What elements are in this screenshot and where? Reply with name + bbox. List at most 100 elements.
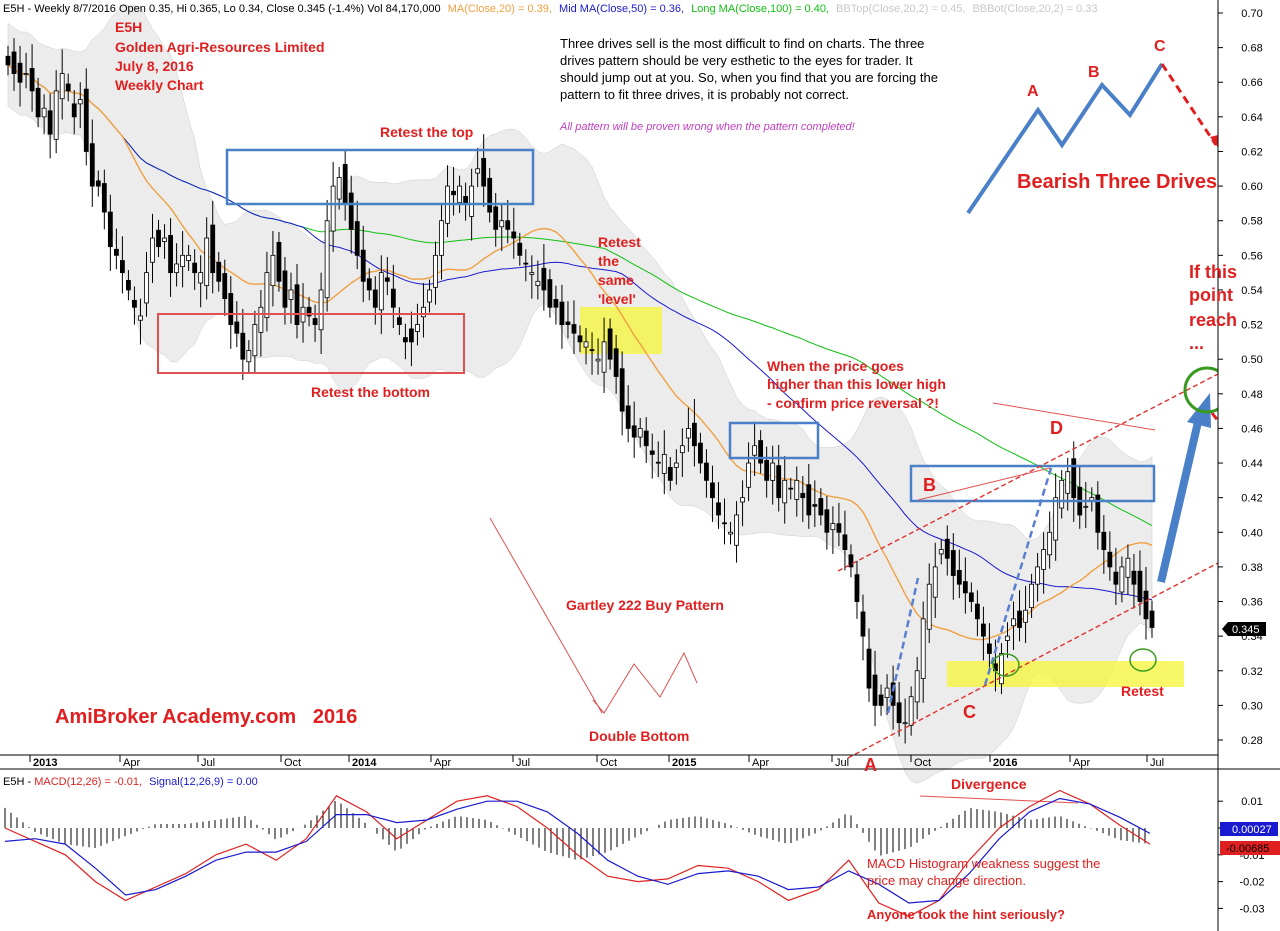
candle-body [1131,570,1137,585]
retest-label: Retest [1121,683,1164,699]
candle-body [987,643,992,654]
candle-body [23,73,29,75]
candle-body [324,220,330,299]
price-tick-label: 0.60 [1241,181,1262,193]
price-tick-label: 0.64 [1241,112,1262,124]
candle-body [421,306,426,318]
point-d-label: D [1050,418,1063,438]
candle-body [457,185,462,203]
candle-body [553,299,559,308]
price-tick-label: 0.42 [1241,493,1262,505]
candle-body [53,90,59,140]
candle-body [1095,494,1101,533]
signal-last-label: 0.00027 [1232,824,1272,836]
candle-body [583,341,589,348]
candle-body [65,83,71,92]
candle-body [59,73,65,100]
date-tick-label: Jul [1150,757,1164,769]
candle-body [41,107,47,118]
channel-upper-line [837,373,1219,572]
price-tick-label: 0.46 [1241,423,1262,435]
candle-body [156,229,161,248]
price-tick-label: 0.54 [1241,285,1262,297]
candle-body [685,428,691,439]
candle-body [47,110,53,135]
candle-body [764,460,770,481]
retest-same-4: 'level' [598,291,636,307]
candle-body [306,306,312,317]
lower-high-box-2 [909,464,1156,503]
candle-body [932,566,938,598]
candle-body [770,462,776,481]
candle-body [276,241,282,282]
candle-body [824,509,830,533]
candle-body [800,492,806,499]
header-ma50: Mid MA(Close,50) = 0.36, [559,3,684,15]
header-bbtop: BBTop(Close,20,2) = 0.45, [836,3,965,15]
candle-body [463,196,469,204]
candle-body [722,522,727,525]
candle-body [643,430,649,447]
signal-line [4,797,1151,904]
candle-body [330,185,336,232]
candle-body [529,272,535,275]
date-tick-label: Oct [600,757,617,769]
bearish-label: Bearish Three Drives [1017,171,1217,193]
candle-body [1017,610,1022,628]
price-tick-label: 0.28 [1241,735,1262,747]
candle-body [631,425,637,438]
candle-body [872,674,878,706]
if-point-3: reach [1189,310,1237,330]
candle-body [854,574,860,602]
candle-body [505,220,511,230]
candle-body [120,260,125,274]
candle-body [402,337,408,343]
gartley-zigzag [592,651,698,714]
candle-body [132,299,137,308]
price-axis-ticks: 0.280.300.320.340.360.380.400.420.440.46… [1218,8,1263,747]
candle-body [619,368,625,412]
candle-body [637,428,643,438]
candle-body [348,192,354,230]
candle-body [126,280,131,291]
if-point-2: point [1189,285,1233,305]
candle-body [673,462,679,468]
candle-body [1101,531,1107,550]
candle-body [234,321,240,334]
drive-a-label: A [1027,83,1039,100]
candle-body [661,453,667,474]
macd-histogram [4,801,1146,860]
macd-tick-label: -0.02 [1239,877,1264,889]
candle-body [360,249,366,282]
candle-body [312,318,318,325]
candle-body [384,277,390,282]
candle-body [758,440,764,464]
date-tick-label: 2015 [672,757,696,769]
candle-body [481,157,487,187]
header-ohlc: Weekly 8/7/2016 Open 0.35, Hi 0.365, Lo … [34,3,440,15]
candle-body [692,422,697,447]
candle-body [523,262,529,265]
title-ticker: E5H [115,19,142,35]
candle-body [342,164,348,204]
price-tick-label: 0.38 [1241,562,1262,574]
date-tick-label: Apr [434,757,451,769]
macd-last-label: -0.00685 [1226,843,1269,855]
lower-high-3: - confirm price reversal ?! [767,395,939,411]
description-line-3: should jump out at you. So, when you fin… [560,70,938,85]
candle-body [77,99,83,105]
channel-lower-line [847,562,1219,759]
point-a-label: A [864,755,877,775]
candle-body [216,261,222,282]
candle-body [396,317,402,325]
candle-body [493,206,499,230]
retest-top-label: Retest the top [380,124,473,140]
macd-header: E5H - MACD(12,26) = -0.01, Signal(12,26,… [3,776,258,788]
point-c-label: C [963,702,976,722]
signal-tag [1220,822,1278,836]
ma50-line [7,64,1153,601]
candle-body [144,272,149,304]
candle-body [812,504,818,507]
arrow-b-to-d [917,467,1051,501]
